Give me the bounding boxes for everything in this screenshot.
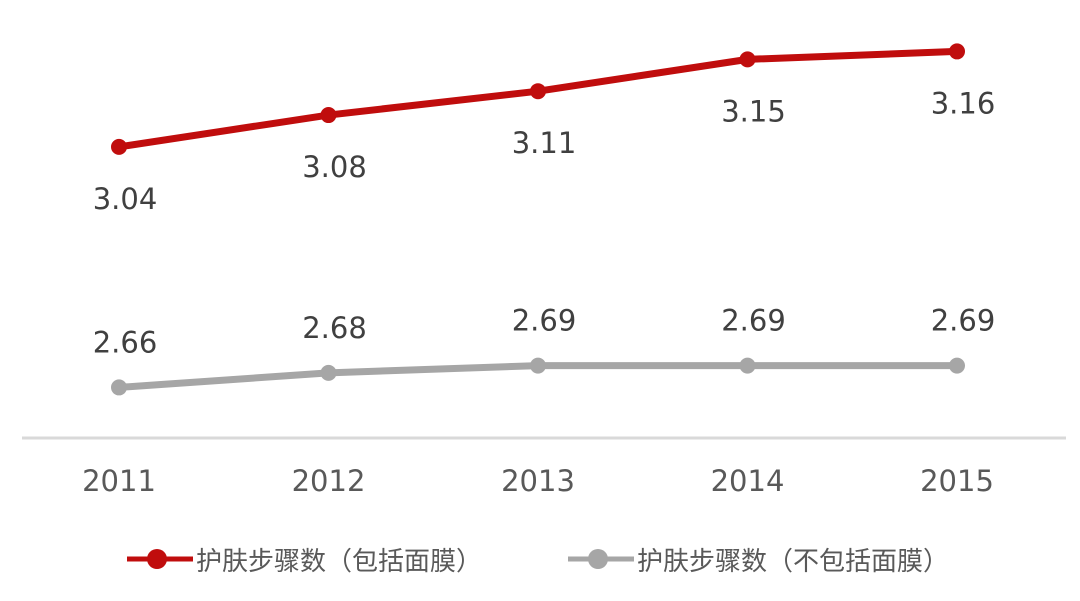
data-label: 3.08	[302, 150, 367, 184]
x-tick-label: 2014	[711, 464, 785, 498]
data-label: 3.15	[721, 94, 786, 128]
data-label: 3.04	[93, 182, 158, 216]
data-point-marker	[739, 357, 756, 374]
data-label: 2.69	[512, 304, 577, 338]
x-tick-label: 2015	[920, 464, 994, 498]
chart-legend: 护肤步骤数（包括面膜） 护肤步骤数（不包括面膜）	[0, 544, 1080, 577]
legend-label: 护肤步骤数（包括面膜）	[196, 546, 483, 577]
data-label: 3.11	[512, 126, 577, 160]
legend-line-marker-icon	[127, 549, 193, 569]
data-label: 3.16	[931, 86, 996, 120]
data-point-marker	[949, 357, 965, 374]
data-label: 2.66	[93, 325, 158, 359]
legend-item-including-mask: 护肤步骤数（包括面膜）	[127, 544, 482, 577]
legend-line-marker-icon	[568, 549, 634, 569]
data-label: 2.69	[931, 304, 996, 338]
data-point-marker	[320, 107, 337, 124]
legend-label: 护肤步骤数（不包括面膜）	[637, 546, 950, 577]
data-point-marker	[111, 138, 127, 155]
data-point-marker	[530, 357, 546, 374]
legend-item-excluding-mask: 护肤步骤数（不包括面膜）	[568, 544, 949, 577]
data-point-marker	[111, 379, 127, 396]
data-point-marker	[739, 51, 756, 68]
x-tick-label: 2012	[292, 464, 366, 498]
data-point-marker	[949, 43, 965, 60]
data-label: 2.69	[721, 304, 786, 338]
x-tick-label: 2013	[501, 464, 575, 498]
data-point-marker	[530, 83, 546, 100]
data-label: 2.68	[302, 311, 367, 345]
data-point-marker	[320, 364, 337, 381]
x-tick-label: 2011	[82, 464, 156, 498]
